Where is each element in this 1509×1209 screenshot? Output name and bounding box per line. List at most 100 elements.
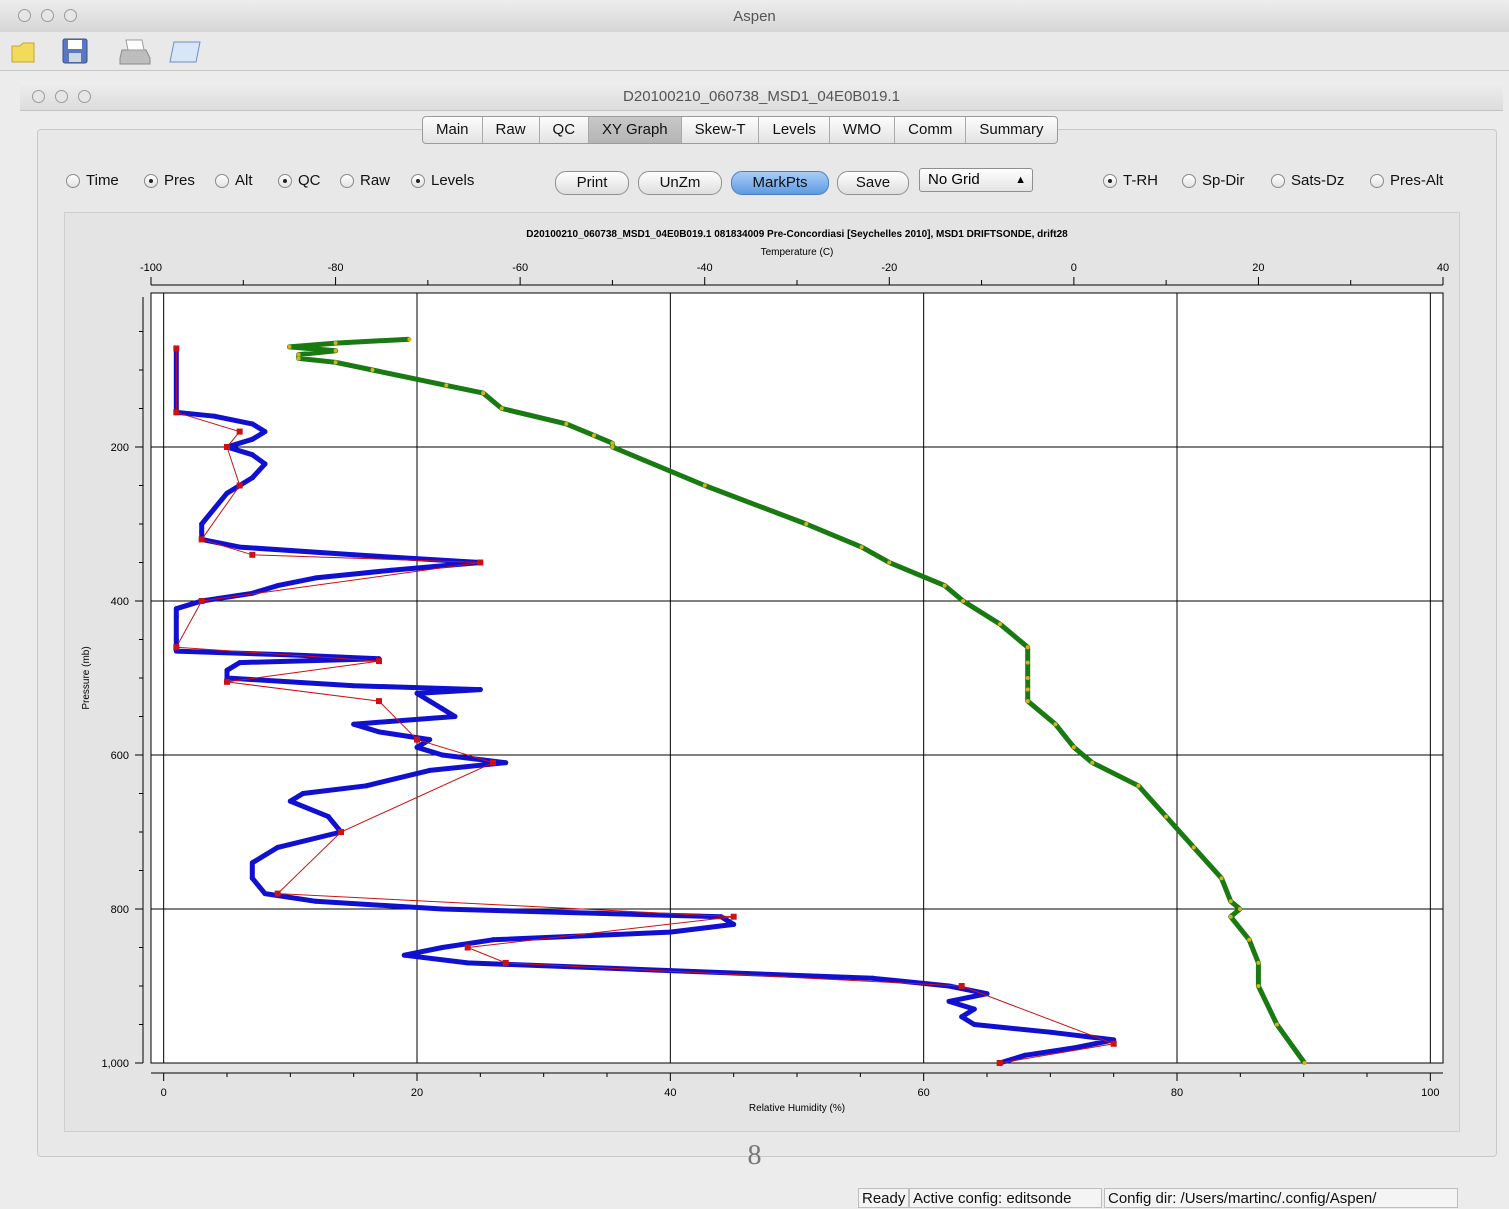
doc-close-button[interactable]: [32, 90, 45, 103]
temperature-data-point: [407, 337, 412, 342]
radio-alt[interactable]: Alt: [215, 172, 253, 189]
radio-circle: [278, 173, 292, 188]
rh-data-point: [376, 729, 382, 735]
rh-level-point: [502, 959, 509, 966]
rh-series-line: [173, 348, 1117, 1066]
close-window-button[interactable]: [18, 9, 31, 22]
radio-raw[interactable]: Raw: [340, 172, 390, 189]
tab-levels[interactable]: Levels: [759, 117, 830, 143]
temperature-data-point: [1164, 814, 1169, 819]
zoom-window-button[interactable]: [64, 9, 77, 22]
rh-data-point: [237, 544, 243, 550]
radio-qc[interactable]: QC: [278, 172, 321, 189]
save-button[interactable]: Save: [837, 171, 909, 195]
rh-data-point: [351, 721, 357, 727]
app-titlebar: Aspen: [0, 0, 1509, 33]
tab-bar: Main Raw QC XY Graph Skew-T Levels WMO C…: [422, 116, 1058, 144]
rh-data-point: [249, 452, 255, 458]
rh-data-point: [414, 690, 420, 696]
rh-data-point: [667, 968, 673, 974]
rh-data-point: [275, 583, 281, 589]
radio-sp-dir[interactable]: Sp-Dir: [1182, 172, 1245, 189]
radio-levels[interactable]: Levels: [411, 172, 474, 189]
temperature-data-point: [591, 433, 596, 438]
rh-data-point: [262, 461, 268, 467]
rh-data-point: [262, 891, 268, 897]
status-config-dir: Config dir: /Users/martinc/.config/Aspen…: [1104, 1188, 1458, 1208]
doc-zoom-button[interactable]: [78, 90, 91, 103]
xy-chart[interactable]: D20100210_060738_MSD1_04E0B019.1 0818340…: [65, 213, 1459, 1131]
rh-data-point: [1073, 1045, 1079, 1051]
temperature-data-point: [998, 622, 1003, 627]
rh-data-point: [224, 667, 230, 673]
rh-data-point: [946, 983, 952, 989]
temperature-data-point: [1302, 1061, 1307, 1065]
minimize-window-button[interactable]: [41, 9, 54, 22]
temperature-data-point: [1025, 645, 1030, 650]
temperature-data-point: [1191, 845, 1196, 850]
main-toolbar: [0, 32, 1509, 71]
temperature-data-point: [287, 344, 292, 349]
temperature-data-point: [942, 583, 947, 588]
rh-data-point: [439, 945, 445, 950]
rh-data-point: [199, 529, 205, 535]
tab-raw[interactable]: Raw: [483, 117, 540, 143]
temperature-data-point: [1090, 760, 1095, 765]
chart-title: D20100210_060738_MSD1_04E0B019.1 0818340…: [526, 229, 1068, 240]
rh-data-point: [439, 752, 445, 758]
rh-level-point: [173, 409, 180, 416]
y-tick-label: 800: [111, 904, 129, 916]
radio-sats-dz[interactable]: Sats-Dz: [1271, 172, 1344, 189]
markpts-button[interactable]: MarkPts: [731, 171, 829, 195]
print-button[interactable]: Print: [555, 171, 629, 195]
temperature-data-point: [333, 348, 338, 353]
folder-icon[interactable]: [8, 36, 38, 66]
tab-summary[interactable]: Summary: [979, 121, 1044, 138]
y-axis-label: Pressure (mb): [81, 646, 92, 709]
save-icon[interactable]: [60, 36, 90, 66]
tab-xy-graph[interactable]: XY Graph: [589, 117, 682, 143]
rh-data-point: [262, 429, 268, 435]
radio-time[interactable]: Time: [66, 172, 119, 189]
rh-level-point: [490, 759, 496, 766]
rh-data-point: [465, 960, 471, 966]
rh-data-point: [959, 1014, 965, 1020]
doc-minimize-button[interactable]: [55, 90, 68, 103]
plot-area: [150, 292, 1444, 1064]
unzoom-button[interactable]: UnZm: [638, 171, 722, 195]
rh-data-point: [287, 798, 293, 804]
radio-circle: [144, 173, 158, 188]
tab-wmo[interactable]: WMO: [830, 117, 896, 143]
radio-t-rh[interactable]: T-RH: [1103, 172, 1158, 189]
rh-data-point: [870, 975, 876, 981]
rh-data-point: [237, 660, 243, 666]
radio-circle: [1370, 173, 1384, 188]
rh-level-point: [1110, 1040, 1117, 1047]
rh-level-point: [173, 644, 180, 651]
window-icon[interactable]: [168, 36, 201, 66]
grid-select[interactable]: No Grid ▲: [919, 168, 1033, 192]
rh-data-point: [971, 1006, 977, 1012]
rh-data-point: [731, 921, 737, 927]
rh-data-point: [211, 413, 217, 419]
radio-circle: [1103, 173, 1117, 188]
rh-data-point: [249, 475, 255, 481]
rh-data-point: [211, 506, 217, 512]
radio-pres-alt[interactable]: Pres-Alt: [1370, 172, 1443, 189]
print-icon[interactable]: [116, 36, 151, 66]
rh-level-point: [477, 559, 484, 566]
temperature-data-point: [1219, 876, 1224, 881]
tab-comm[interactable]: Comm: [895, 117, 967, 143]
radio-pres[interactable]: Pres: [144, 172, 195, 189]
tab-skew-t[interactable]: Skew-T: [682, 117, 760, 143]
temperature-data-point: [444, 383, 449, 388]
rh-data-point: [503, 760, 509, 766]
tab-qc[interactable]: QC: [540, 117, 590, 143]
rh-data-point: [275, 844, 281, 850]
rh-data-point: [224, 490, 230, 496]
temperature-data-point: [296, 356, 301, 361]
tab-main[interactable]: Main: [423, 117, 483, 143]
rh-level-point: [236, 482, 243, 489]
rh-level-point: [224, 444, 230, 450]
rh-level-point: [730, 913, 737, 920]
